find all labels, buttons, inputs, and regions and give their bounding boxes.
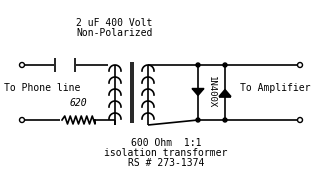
Text: isolation transformer: isolation transformer <box>104 148 228 158</box>
Polygon shape <box>219 90 231 96</box>
Circle shape <box>196 63 200 67</box>
Text: 620: 620 <box>69 98 87 108</box>
Text: RS # 273-1374: RS # 273-1374 <box>128 158 204 168</box>
Text: 600 Ohm  1:1: 600 Ohm 1:1 <box>131 138 201 148</box>
Circle shape <box>223 63 227 67</box>
Text: Non-Polarized: Non-Polarized <box>76 28 152 38</box>
Circle shape <box>223 118 227 122</box>
Text: To Amplifier: To Amplifier <box>240 83 310 93</box>
Text: To Phone line: To Phone line <box>4 83 80 93</box>
Text: 2 uF 400 Volt: 2 uF 400 Volt <box>76 18 152 28</box>
Polygon shape <box>192 88 204 96</box>
Text: 1N400X: 1N400X <box>207 76 215 108</box>
Circle shape <box>196 118 200 122</box>
